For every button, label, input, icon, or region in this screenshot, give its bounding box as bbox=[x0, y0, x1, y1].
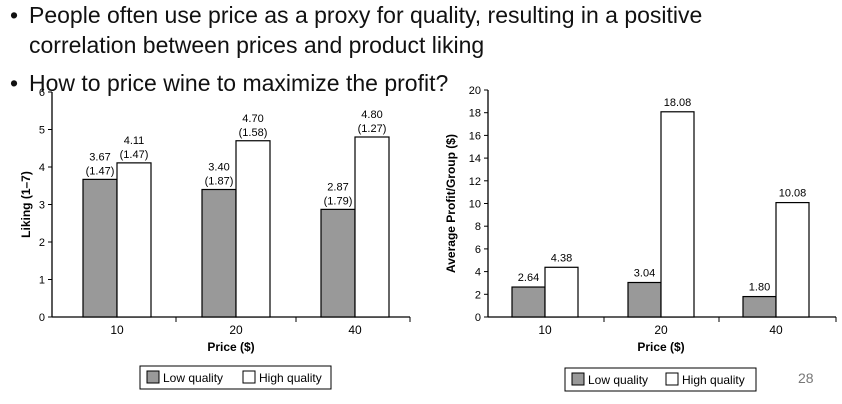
data-label: 3.04 bbox=[634, 267, 655, 279]
data-label: 3.40 bbox=[208, 162, 229, 174]
legend-label-low: Low quality bbox=[588, 373, 648, 387]
x-tick-label: 10 bbox=[538, 323, 552, 337]
y-axis-label: Liking (1–7) bbox=[19, 171, 33, 238]
x-tick-label: 20 bbox=[229, 323, 243, 337]
bullet-2-line-1: How to price wine to maximize the profit… bbox=[29, 70, 449, 96]
legend-swatch-low bbox=[571, 372, 585, 386]
high-quality-bar-20 bbox=[660, 111, 695, 318]
data-label: 4.80 bbox=[361, 109, 382, 121]
legend-box bbox=[139, 365, 332, 390]
y-tick-label: 16 bbox=[469, 130, 481, 142]
x-axis-label: Price ($) bbox=[207, 340, 254, 354]
x-axis-label: Price ($) bbox=[637, 340, 684, 354]
low-quality-bar-40 bbox=[742, 295, 777, 318]
y-tick-label: 14 bbox=[469, 153, 481, 165]
legend: Low quality High quality bbox=[139, 365, 332, 390]
high-quality-bar-10 bbox=[116, 162, 152, 318]
data-label: 4.70 bbox=[242, 113, 263, 125]
low-quality-bar-20 bbox=[201, 188, 237, 318]
data-label: 3.67 bbox=[89, 151, 110, 163]
data-label: 2.64 bbox=[518, 272, 539, 284]
y-tick-label: 20 bbox=[469, 85, 481, 97]
y-tick-label: 6 bbox=[39, 87, 45, 99]
low-quality-bar-10 bbox=[82, 178, 118, 318]
data-label: 10.08 bbox=[779, 188, 807, 200]
legend-box bbox=[564, 367, 757, 392]
y-tick-label: 4 bbox=[475, 267, 481, 279]
legend-label-high: High quality bbox=[259, 371, 322, 385]
sd-label: (1.79) bbox=[324, 195, 353, 207]
sd-label: (1.58) bbox=[239, 127, 268, 139]
y-tick-label: 6 bbox=[475, 244, 481, 256]
legend: Low quality High quality bbox=[564, 367, 757, 392]
y-tick-label: 4 bbox=[39, 162, 45, 174]
bullet-1-line-2: correlation between prices and product l… bbox=[29, 32, 485, 58]
data-label: 18.08 bbox=[664, 97, 692, 109]
data-label: 4.38 bbox=[551, 252, 572, 264]
y-axis-label: Average Profit/Group ($) bbox=[444, 134, 458, 273]
data-label: 4.11 bbox=[124, 135, 145, 147]
legend-swatch-low bbox=[146, 370, 160, 384]
sd-label: (1.27) bbox=[358, 123, 387, 135]
y-tick-label: 12 bbox=[469, 176, 481, 188]
data-label: 2.87 bbox=[327, 181, 348, 193]
sd-label: (1.87) bbox=[205, 176, 234, 188]
y-tick-label: 0 bbox=[475, 312, 481, 324]
x-tick-label: 40 bbox=[769, 323, 783, 337]
y-tick-label: 2 bbox=[475, 289, 481, 301]
x-tick-label: 40 bbox=[348, 323, 362, 337]
slide-number: 28 bbox=[798, 370, 814, 386]
legend-swatch-high bbox=[665, 372, 679, 386]
x-tick-label: 20 bbox=[654, 323, 668, 337]
y-tick-label: 8 bbox=[475, 221, 481, 233]
bullet-dot: • bbox=[10, 2, 19, 28]
y-tick-label: 2 bbox=[39, 237, 45, 249]
x-tick-label: 10 bbox=[110, 323, 124, 337]
low-quality-bar-20 bbox=[627, 281, 662, 318]
legend-swatch-high bbox=[242, 370, 256, 384]
legend-label-high: High quality bbox=[682, 373, 745, 387]
high-quality-bar-40 bbox=[354, 136, 390, 318]
data-label: 1.80 bbox=[749, 282, 770, 294]
low-quality-bar-10 bbox=[511, 286, 546, 318]
bullet-dot: • bbox=[10, 70, 19, 96]
y-tick-label: 5 bbox=[39, 125, 45, 137]
y-tick-label: 0 bbox=[39, 312, 45, 324]
y-tick-label: 1 bbox=[39, 275, 45, 287]
high-quality-bar-40 bbox=[775, 201, 810, 318]
sd-label: (1.47) bbox=[120, 149, 149, 161]
y-tick-label: 18 bbox=[469, 108, 481, 120]
high-quality-bar-10 bbox=[544, 266, 579, 318]
y-tick-label: 10 bbox=[469, 199, 481, 211]
legend-label-low: Low quality bbox=[163, 371, 223, 385]
high-quality-bar-20 bbox=[235, 140, 271, 318]
y-tick-label: 3 bbox=[39, 200, 45, 212]
bullet-1-line-1: People often use price as a proxy for qu… bbox=[29, 2, 703, 28]
sd-label: (1.47) bbox=[86, 165, 115, 177]
